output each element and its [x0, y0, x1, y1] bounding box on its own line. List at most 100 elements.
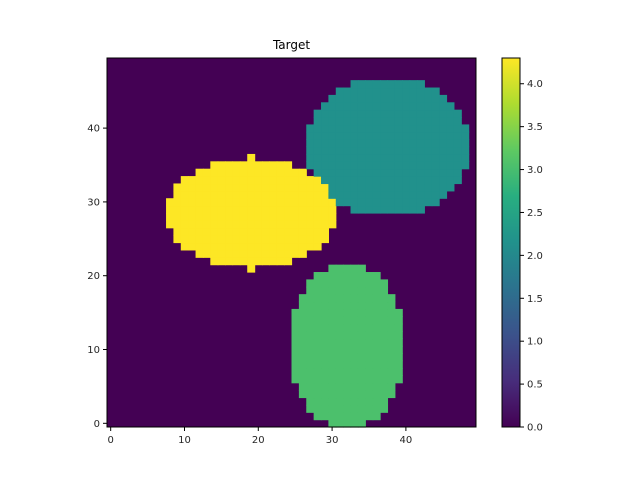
heatmap-cell [210, 257, 219, 266]
heatmap-cell [276, 249, 285, 258]
heatmap-cell [254, 242, 263, 251]
heatmap-cell [380, 301, 389, 310]
heatmap-cell [439, 176, 448, 185]
heatmap-cell [365, 331, 374, 340]
heatmap-cell [365, 190, 374, 199]
heatmap-cell [202, 249, 211, 258]
heatmap-cell [335, 139, 344, 148]
heatmap-cell [343, 353, 352, 362]
heatmap-cell [217, 198, 226, 207]
heatmap-cell [365, 183, 374, 192]
heatmap-cell [335, 117, 344, 126]
heatmap-cell [409, 183, 418, 192]
heatmap-cell [328, 338, 337, 347]
heatmap-cell [431, 139, 440, 148]
heatmap-cell [335, 87, 344, 96]
heatmap-cell [365, 272, 374, 280]
heatmap-cell [313, 183, 322, 192]
heatmap-cell [328, 183, 337, 192]
heatmap-cell [446, 161, 455, 170]
heatmap-cell [306, 338, 315, 347]
heatmap-cell [306, 153, 315, 162]
heatmap-cell [387, 153, 396, 162]
heatmap-cell [335, 109, 344, 118]
heatmap-cell [357, 390, 366, 399]
heatmap-cell [357, 80, 366, 89]
heatmap-cell [409, 205, 418, 214]
heatmap-cell [232, 220, 241, 229]
heatmap-cell [291, 176, 300, 185]
heatmap-cell [380, 316, 389, 325]
heatmap-cell [328, 205, 337, 214]
heatmap-cell [357, 153, 366, 162]
heatmap-cell [306, 220, 315, 229]
heatmap-cell [173, 212, 182, 221]
heatmap-cell [446, 176, 455, 185]
heatmap-cell [372, 102, 381, 111]
heatmap-cell [357, 316, 366, 325]
heatmap-cell [328, 367, 337, 376]
heatmap-cell [343, 272, 352, 280]
heatmap-cell [313, 124, 322, 133]
heatmap-cell [387, 205, 396, 214]
heatmap-cell [321, 331, 329, 340]
heatmap-cell [424, 94, 433, 103]
heatmap-cell [188, 227, 197, 236]
heatmap-cell [343, 124, 352, 133]
heatmap-cell [365, 80, 374, 89]
heatmap-cell [335, 146, 344, 155]
heatmap-cell [365, 308, 374, 317]
heatmap-cell [195, 176, 204, 185]
heatmap-cell [357, 338, 366, 347]
heatmap-cell [291, 190, 300, 199]
y-tick-label: 0 [94, 419, 100, 430]
heatmap-cell [254, 161, 263, 170]
heatmap-cell [380, 331, 389, 340]
heatmap-cell [335, 345, 344, 354]
heatmap-cell [416, 146, 425, 155]
heatmap-cell [365, 139, 374, 148]
heatmap-cell [372, 353, 381, 362]
heatmap-cell [394, 345, 403, 354]
heatmap-cell [291, 227, 300, 236]
heatmap-cell [343, 331, 352, 340]
heatmap-cell [261, 198, 270, 207]
heatmap-cell [291, 249, 300, 258]
heatmap-cell [321, 168, 329, 177]
heatmap-cell [453, 139, 462, 148]
heatmap-cell [261, 220, 270, 229]
heatmap-cell [372, 131, 381, 140]
heatmap-cell [335, 323, 344, 332]
heatmap-cell [357, 301, 366, 310]
heatmap-cell [232, 198, 241, 207]
heatmap-cell [321, 183, 329, 192]
heatmap-cell [188, 205, 197, 214]
heatmap-cell [365, 198, 374, 207]
heatmap-cell [424, 183, 433, 192]
heatmap-cell [306, 242, 315, 251]
heatmap-cell [298, 235, 307, 244]
heatmap-cell [416, 94, 425, 103]
heatmap-cell [409, 80, 418, 89]
heatmap-cell [313, 139, 322, 148]
heatmap-cell [321, 316, 329, 325]
heatmap-cell [173, 198, 182, 207]
heatmap-cell [372, 345, 381, 354]
heatmap-cell [298, 242, 307, 251]
heatmap-cell [402, 109, 411, 118]
heatmap-cell [298, 190, 307, 199]
heatmap-cell [313, 390, 322, 399]
heatmap-cell [269, 212, 278, 221]
heatmap-cell [387, 168, 396, 177]
heatmap-cell [350, 390, 359, 399]
heatmap-cell [372, 117, 381, 126]
heatmap-cell [284, 242, 293, 251]
heatmap-cell [416, 109, 425, 118]
heatmap-cell [276, 161, 285, 170]
heatmap-cell [306, 375, 315, 384]
heatmap-cell [387, 161, 396, 170]
heatmap-cell [424, 198, 433, 207]
heatmap-cell [313, 146, 322, 155]
heatmap-cell [247, 235, 256, 244]
heatmap-cell [328, 294, 337, 303]
